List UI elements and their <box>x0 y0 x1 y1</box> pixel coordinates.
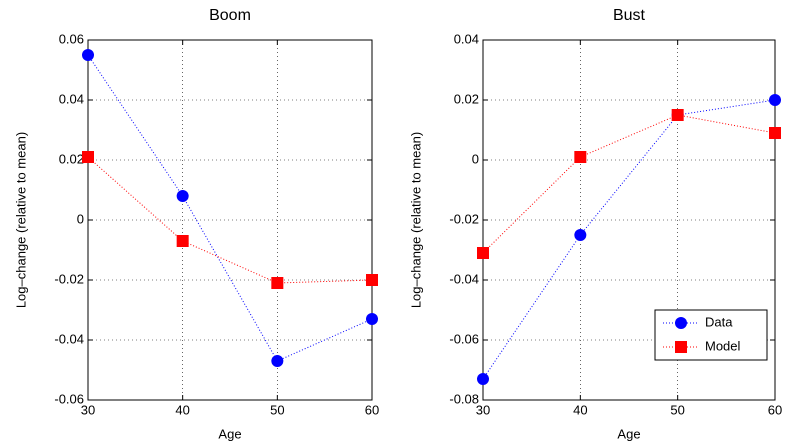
y-tick-label: -0.06 <box>449 331 479 346</box>
y-tick-label: -0.04 <box>449 271 479 286</box>
x-axis-label: Age <box>617 426 640 441</box>
x-axis-label: Age <box>218 426 241 441</box>
x-tick-label: 30 <box>476 402 490 417</box>
data-point <box>769 127 781 139</box>
data-point <box>671 109 684 121</box>
axes-box <box>87 39 373 401</box>
data-point <box>271 277 284 289</box>
y-tick-label: 0.04 <box>454 31 479 46</box>
data-point <box>176 190 189 202</box>
legend-box <box>654 309 768 361</box>
x-tick-label: 60 <box>768 402 782 417</box>
x-tick-label: 40 <box>573 402 587 417</box>
y-tick-label: -0.02 <box>54 271 84 286</box>
chart-title: Boom <box>209 7 251 24</box>
y-tick-label: 0.02 <box>454 91 479 106</box>
data-point <box>574 151 587 163</box>
data-point <box>769 94 781 106</box>
data-point <box>366 274 378 286</box>
series-line <box>87 54 373 362</box>
legend-label: Model <box>705 338 741 353</box>
legend-marker <box>675 317 687 329</box>
y-tick-label: 0 <box>77 211 84 226</box>
data-point <box>82 151 94 163</box>
chart-title: Bust <box>613 7 646 24</box>
x-tick-label: 40 <box>175 402 189 417</box>
x-tick-label: 50 <box>270 402 284 417</box>
data-point <box>366 313 378 325</box>
y-tick-label: -0.06 <box>54 391 84 406</box>
x-tick-label: 30 <box>81 402 95 417</box>
y-tick-label: 0 <box>472 151 479 166</box>
plot-area <box>88 40 372 400</box>
data-point <box>477 373 489 385</box>
y-tick-label: 0.06 <box>59 31 84 46</box>
y-tick-label: 0.02 <box>59 151 84 166</box>
data-point <box>82 49 94 61</box>
y-tick-label: -0.08 <box>449 391 479 406</box>
y-tick-label: 0.04 <box>59 91 84 106</box>
data-point <box>477 247 489 259</box>
data-point <box>574 229 587 241</box>
x-tick-label: 60 <box>365 402 379 417</box>
y-tick-label: -0.02 <box>449 211 479 226</box>
data-point <box>176 235 189 247</box>
y-axis-label: Log–change (relative to mean) <box>13 132 28 308</box>
series-line <box>482 114 776 254</box>
x-tick-label: 50 <box>670 402 684 417</box>
legend-marker <box>675 341 687 353</box>
y-axis-label: Log–change (relative to mean) <box>408 132 423 308</box>
data-point <box>271 355 284 367</box>
legend-label: Data <box>705 314 733 329</box>
axes-box <box>482 39 776 401</box>
y-tick-label: -0.04 <box>54 331 84 346</box>
series-line <box>87 156 373 284</box>
